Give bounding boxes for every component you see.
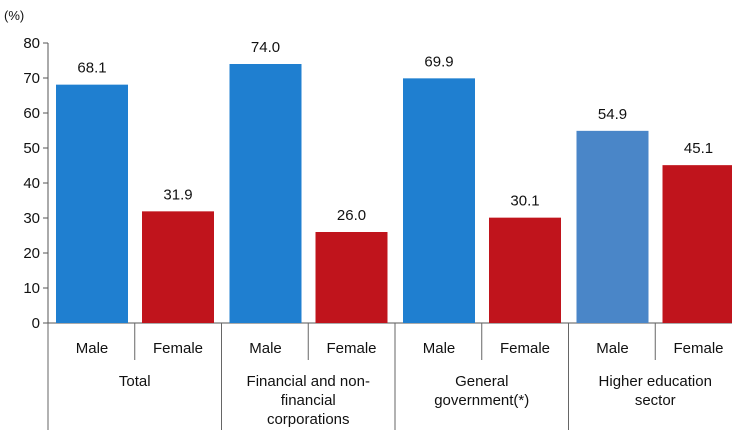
bar — [576, 130, 649, 323]
value-label: 74.0 — [251, 39, 280, 56]
category-label: Male — [76, 340, 109, 357]
y-tick-label: 80 — [23, 35, 40, 52]
y-tick-label: 20 — [23, 245, 40, 262]
category-label: Male — [249, 340, 282, 357]
y-tick-label: 0 — [32, 315, 40, 332]
value-label: 68.1 — [77, 60, 106, 77]
bar — [489, 217, 561, 323]
group-label: Total — [119, 373, 151, 390]
bar — [56, 84, 128, 324]
y-tick-label: 50 — [23, 140, 40, 157]
bar — [142, 211, 214, 323]
value-label: 69.9 — [424, 53, 453, 70]
value-label: 31.9 — [163, 186, 192, 203]
group-label: financial — [281, 392, 336, 409]
y-tick-label: 10 — [23, 280, 40, 297]
bar — [662, 165, 732, 323]
y-tick-label: 40 — [23, 175, 40, 192]
category-label: Female — [326, 340, 376, 357]
y-unit-label: (%) — [4, 8, 24, 23]
value-label: 26.0 — [337, 207, 366, 224]
y-tick-label: 60 — [23, 105, 40, 122]
group-label: sector — [635, 392, 676, 409]
value-label: 30.1 — [510, 193, 539, 210]
category-label: Female — [673, 340, 723, 357]
group-label: General — [455, 373, 508, 390]
group-label: government(*) — [434, 392, 529, 409]
category-label: Male — [596, 340, 629, 357]
y-tick-label: 70 — [23, 70, 40, 87]
value-label: 45.1 — [684, 140, 713, 157]
y-tick-label: 30 — [23, 210, 40, 227]
group-label: Financial and non- — [247, 373, 370, 390]
group-label: Higher education — [599, 373, 712, 390]
category-label: Female — [500, 340, 550, 357]
value-label: 54.9 — [598, 106, 627, 123]
bar — [403, 78, 475, 323]
category-label: Female — [153, 340, 203, 357]
bar — [315, 232, 388, 323]
bar — [229, 64, 302, 323]
group-label: corporations — [267, 411, 350, 428]
category-label: Male — [423, 340, 456, 357]
